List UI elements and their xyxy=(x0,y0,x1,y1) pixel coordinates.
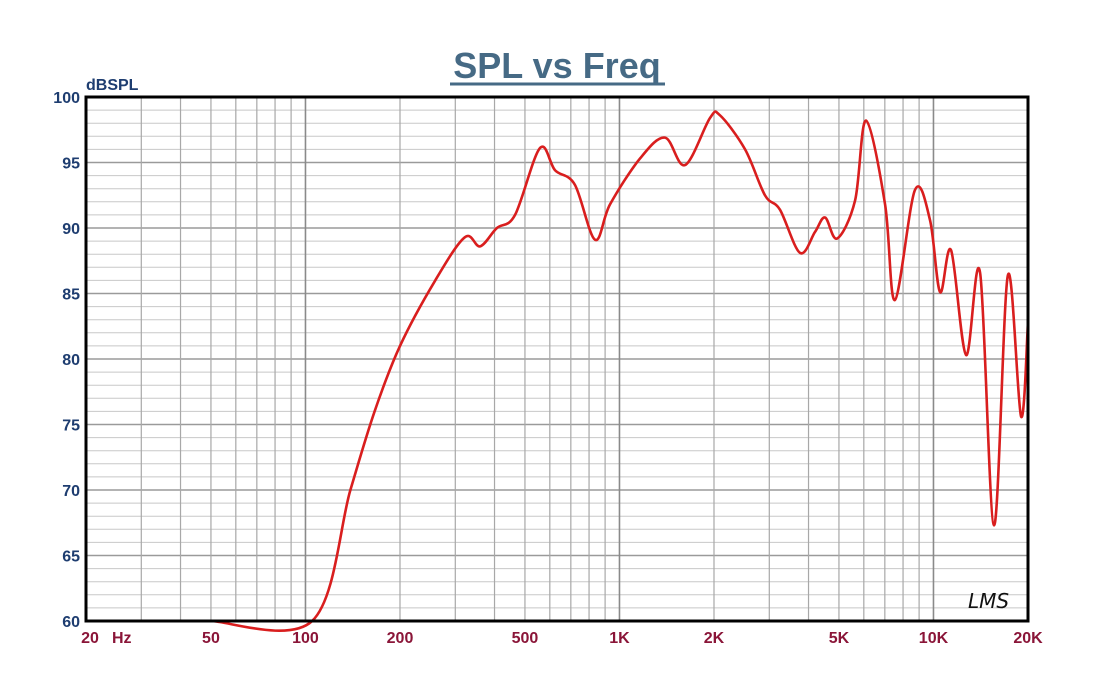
x-tick-label: 100 xyxy=(292,630,319,647)
y-tick-label: 100 xyxy=(53,90,80,107)
y-tick-label: 65 xyxy=(62,549,80,566)
y-tick-label: 80 xyxy=(62,352,80,369)
chart-title: SPL vs Freq xyxy=(453,45,660,86)
series-group xyxy=(210,110,1030,632)
y-tick-label: 95 xyxy=(62,156,80,173)
x-unit-label: Hz xyxy=(112,630,132,647)
x-tick-label: 200 xyxy=(387,630,414,647)
spl-series-line xyxy=(210,110,1030,632)
y-tick-label: 85 xyxy=(62,287,80,304)
grid xyxy=(86,97,1028,621)
y-axis-label: dBSPL xyxy=(86,77,139,94)
x-tick-label: 10K xyxy=(919,630,949,647)
x-tick-label: 500 xyxy=(512,630,539,647)
plot-frame xyxy=(84,95,1030,623)
x-tick-label: 2K xyxy=(704,630,725,647)
y-tick-labels: 100 95 90 85 80 75 70 65 60 xyxy=(53,90,80,631)
x-tick-label: 20K xyxy=(1013,630,1043,647)
y-tick-label: 75 xyxy=(62,418,80,435)
x-tick-label: 1K xyxy=(609,630,630,647)
lms-watermark: LMS xyxy=(968,589,1009,613)
y-tick-label: 90 xyxy=(62,221,80,238)
x-tick-label: 50 xyxy=(202,630,220,647)
x-tick-labels: 20 50 100 200 500 1K 2K 5K 10K 20K xyxy=(81,630,1043,647)
y-tick-label: 60 xyxy=(62,614,80,631)
x-tick-label: 5K xyxy=(829,630,850,647)
x-tick-label: 20 xyxy=(81,630,99,647)
y-tick-label: 70 xyxy=(62,483,80,500)
